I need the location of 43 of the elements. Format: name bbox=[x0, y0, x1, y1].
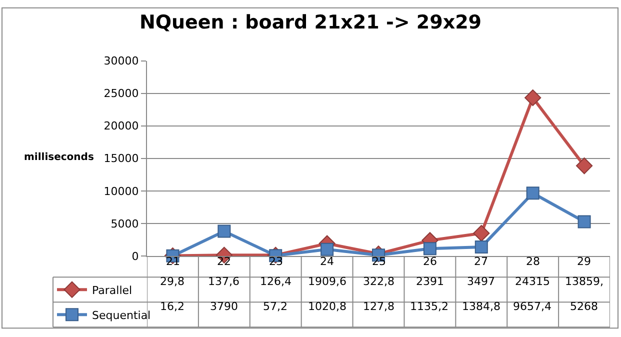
data-label: 9657,4 bbox=[513, 300, 552, 313]
x-tick-label: 27 bbox=[474, 255, 488, 268]
data-label: 2391 bbox=[416, 275, 444, 288]
data-label: 137,6 bbox=[208, 275, 240, 288]
y-tick-label: 10000 bbox=[104, 184, 139, 198]
y-tick-label: 0 bbox=[132, 250, 139, 263]
data-label: 1384,8 bbox=[462, 300, 500, 313]
data-label: 3497 bbox=[467, 275, 495, 288]
legend-label: Sequential bbox=[92, 308, 151, 322]
point bbox=[423, 242, 436, 256]
point bbox=[576, 158, 593, 174]
y-axis-title: milliseconds bbox=[24, 152, 94, 163]
y-tick-label: 5000 bbox=[110, 217, 139, 230]
point bbox=[524, 89, 542, 106]
data-label: 3790 bbox=[210, 300, 238, 313]
legend-label: Parallel bbox=[92, 284, 132, 297]
data-label: 24315 bbox=[515, 275, 550, 288]
x-tick-label: 28 bbox=[526, 255, 540, 268]
chart-title: NQueen : board 21x21 -> 29x29 bbox=[139, 12, 482, 34]
data-label: 322,8 bbox=[363, 275, 394, 288]
point bbox=[578, 215, 591, 228]
data-label: 5268 bbox=[570, 300, 598, 313]
data-label: 1020,8 bbox=[308, 300, 346, 313]
y-tick-label: 20000 bbox=[104, 120, 139, 133]
data-label: 57,2 bbox=[263, 300, 288, 313]
data-label: 126,4 bbox=[260, 275, 292, 288]
y-tick-label: 25000 bbox=[104, 87, 139, 100]
y-tick-label: 15000 bbox=[104, 152, 139, 166]
x-tick-label: 26 bbox=[423, 255, 437, 268]
y-tick-label: 30000 bbox=[104, 54, 139, 68]
point bbox=[526, 186, 540, 200]
data-label: 1135,2 bbox=[410, 300, 448, 313]
point bbox=[473, 224, 490, 242]
data-label: 16,2 bbox=[160, 300, 184, 313]
data-label: 1909,6 bbox=[308, 275, 346, 288]
point bbox=[218, 224, 231, 238]
data-label: 127,8 bbox=[363, 300, 394, 313]
data-label: 29,8 bbox=[160, 275, 184, 288]
x-tick-label: 29 bbox=[577, 255, 591, 268]
x-tick-label: 24 bbox=[320, 255, 334, 268]
point bbox=[474, 240, 488, 254]
data-label: 13859, bbox=[565, 275, 604, 288]
point bbox=[320, 242, 334, 256]
